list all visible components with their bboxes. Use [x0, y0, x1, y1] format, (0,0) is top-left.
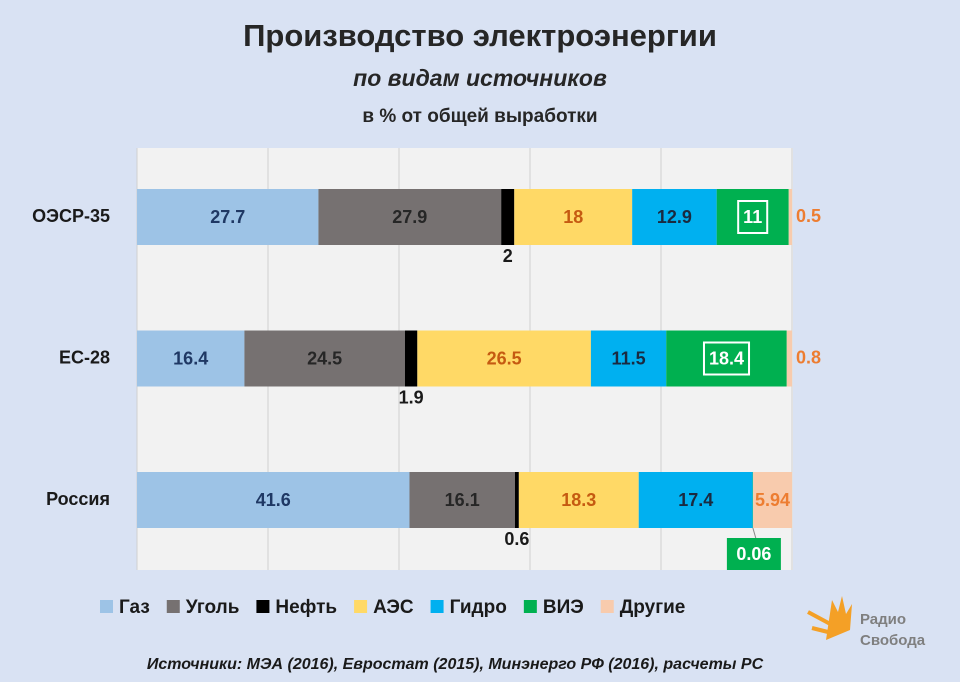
bar-segment — [409, 472, 515, 528]
bar-segment — [514, 189, 633, 245]
data-label: 5.94 — [755, 490, 790, 510]
bar-segment — [501, 189, 515, 245]
bar-segment — [786, 330, 792, 387]
logo: Радио Свобода — [807, 596, 926, 649]
legend-label: Газ — [119, 597, 150, 618]
data-label: 2 — [503, 246, 513, 266]
data-label: 12.9 — [657, 207, 692, 227]
logo-flame — [826, 596, 852, 640]
data-label: 18.3 — [561, 490, 596, 510]
bar-segment — [638, 472, 753, 528]
legend-label: Гидро — [450, 597, 507, 618]
legend-label: Уголь — [186, 597, 240, 618]
legend-label: Другие — [620, 597, 686, 618]
logo-text: Радио — [860, 611, 906, 628]
bar-segment — [716, 189, 789, 245]
legend-label: ВИЭ — [543, 597, 584, 618]
legend-label: Нефть — [275, 597, 337, 618]
data-label: 16.4 — [173, 348, 208, 368]
logo-rays — [807, 610, 837, 636]
bar-segment — [318, 189, 502, 245]
bar-segment — [404, 330, 418, 387]
bar-segment — [137, 472, 410, 528]
bar-segment — [753, 472, 792, 528]
data-label: 18.4 — [709, 348, 744, 368]
y-tick-label: Россия — [46, 489, 110, 509]
data-label: 16.1 — [445, 490, 480, 510]
data-label: 11.5 — [612, 348, 646, 368]
logo-text: Свобода — [860, 632, 926, 649]
data-label: 17.4 — [678, 490, 713, 510]
label-box — [737, 200, 769, 234]
data-label: 0.8 — [796, 347, 821, 367]
data-label: 26.5 — [487, 348, 522, 368]
legend-label: АЭС — [373, 597, 414, 618]
legend-swatch — [600, 600, 614, 613]
data-label: 11 — [743, 207, 762, 227]
data-label: 27.9 — [392, 207, 427, 227]
legend-swatch — [354, 600, 368, 613]
bar-segment — [514, 472, 519, 528]
chart-subtitle: по видам источников — [353, 65, 607, 91]
label-box — [726, 538, 781, 570]
legend-swatch — [523, 600, 537, 613]
y-tick-label: ОЭСР-35 — [32, 206, 110, 226]
data-label: 1.9 — [399, 387, 424, 407]
bar-segment — [590, 330, 667, 387]
y-tick-label: ЕС-28 — [59, 347, 110, 367]
data-label: 18 — [563, 207, 583, 227]
source: Источники: МЭА (2016), Евростат (2015), … — [147, 656, 764, 673]
data-label: 41.6 — [256, 490, 291, 510]
bar-segment — [788, 189, 792, 245]
data-label: 24.5 — [307, 348, 342, 368]
data-label: 27.7 — [210, 207, 245, 227]
chart-title: Производство электроэнергии — [243, 18, 717, 53]
unit-note: в % от общей выработки — [362, 106, 597, 127]
bar-segment — [666, 330, 787, 387]
bar-segment — [137, 189, 319, 245]
bar-segment — [244, 330, 405, 387]
data-label: 0.5 — [796, 206, 821, 226]
bar-segment — [137, 330, 245, 387]
data-label: 0.6 — [504, 529, 529, 549]
legend-swatch — [166, 600, 180, 613]
legend-swatch — [430, 600, 444, 613]
legend-swatch — [100, 600, 113, 613]
bar-segment — [417, 330, 591, 387]
label-box — [702, 341, 751, 376]
data-label: 0.06 — [736, 544, 771, 564]
bar-segment — [632, 189, 717, 245]
bar-segment — [518, 472, 639, 528]
legend-swatch — [256, 600, 270, 613]
